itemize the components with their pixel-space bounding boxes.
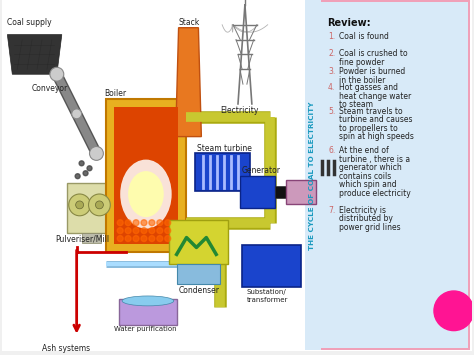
Circle shape bbox=[133, 220, 139, 226]
FancyBboxPatch shape bbox=[240, 176, 274, 208]
Circle shape bbox=[149, 228, 155, 234]
Text: spin at high speeds: spin at high speeds bbox=[339, 132, 414, 141]
FancyBboxPatch shape bbox=[305, 0, 470, 350]
Text: produce electricity: produce electricity bbox=[339, 189, 410, 198]
Ellipse shape bbox=[120, 160, 172, 229]
Circle shape bbox=[76, 201, 83, 209]
Circle shape bbox=[141, 220, 147, 226]
Text: Electricity: Electricity bbox=[220, 106, 258, 115]
Text: 1.: 1. bbox=[328, 32, 335, 41]
FancyBboxPatch shape bbox=[106, 99, 185, 252]
Circle shape bbox=[95, 201, 103, 209]
Text: which spin and: which spin and bbox=[339, 180, 397, 189]
Text: Electricity is: Electricity is bbox=[339, 206, 386, 215]
Text: fine powder: fine powder bbox=[339, 58, 384, 67]
Text: Boiler: Boiler bbox=[104, 89, 127, 98]
Text: Substation/
transformer: Substation/ transformer bbox=[247, 289, 288, 302]
Text: Coal is found: Coal is found bbox=[339, 32, 389, 41]
Circle shape bbox=[165, 228, 171, 234]
Circle shape bbox=[141, 228, 147, 234]
Text: Coal is crushed to: Coal is crushed to bbox=[339, 49, 408, 59]
FancyBboxPatch shape bbox=[242, 245, 301, 287]
Text: Review:: Review: bbox=[327, 18, 371, 28]
FancyBboxPatch shape bbox=[195, 153, 250, 191]
Text: turbine , there is a: turbine , there is a bbox=[339, 155, 410, 164]
Text: to propellers to: to propellers to bbox=[339, 124, 398, 133]
Text: 6.: 6. bbox=[328, 147, 335, 155]
Text: Water purification: Water purification bbox=[114, 326, 177, 332]
Circle shape bbox=[117, 220, 123, 226]
Text: Generator: Generator bbox=[242, 166, 281, 175]
Circle shape bbox=[133, 228, 139, 234]
Circle shape bbox=[149, 236, 155, 241]
Circle shape bbox=[89, 194, 110, 216]
Circle shape bbox=[125, 236, 131, 241]
Circle shape bbox=[149, 220, 155, 226]
Circle shape bbox=[117, 236, 123, 241]
Circle shape bbox=[165, 220, 171, 226]
Ellipse shape bbox=[128, 171, 164, 217]
Circle shape bbox=[90, 147, 103, 160]
Circle shape bbox=[125, 220, 131, 226]
Text: Steam turbine: Steam turbine bbox=[197, 143, 252, 153]
FancyBboxPatch shape bbox=[82, 233, 101, 242]
Circle shape bbox=[141, 236, 147, 241]
Text: generator which: generator which bbox=[339, 163, 401, 172]
Text: Steam travels to: Steam travels to bbox=[339, 107, 402, 116]
Text: 5.: 5. bbox=[328, 107, 335, 116]
Text: to steam: to steam bbox=[339, 100, 373, 109]
Text: heat change water: heat change water bbox=[339, 92, 411, 100]
Circle shape bbox=[157, 220, 163, 226]
Circle shape bbox=[434, 291, 474, 331]
Text: Condenser: Condenser bbox=[179, 286, 219, 295]
Circle shape bbox=[165, 236, 171, 241]
FancyBboxPatch shape bbox=[177, 264, 220, 284]
FancyBboxPatch shape bbox=[169, 220, 228, 264]
FancyBboxPatch shape bbox=[2, 0, 307, 351]
FancyBboxPatch shape bbox=[317, 2, 468, 348]
Circle shape bbox=[83, 171, 88, 176]
Circle shape bbox=[157, 236, 163, 241]
Text: 3.: 3. bbox=[328, 67, 335, 76]
Circle shape bbox=[87, 166, 92, 171]
Text: 7.: 7. bbox=[328, 206, 335, 215]
Circle shape bbox=[69, 194, 91, 216]
Text: in the boiler: in the boiler bbox=[339, 76, 385, 85]
Text: Conveyor: Conveyor bbox=[32, 84, 68, 93]
Text: power grid lines: power grid lines bbox=[339, 223, 401, 232]
Polygon shape bbox=[8, 35, 62, 74]
Circle shape bbox=[79, 161, 84, 166]
FancyBboxPatch shape bbox=[114, 107, 178, 245]
Circle shape bbox=[50, 67, 64, 81]
Polygon shape bbox=[176, 28, 201, 137]
Text: Stack: Stack bbox=[179, 18, 200, 27]
Text: THE CYCLE OF COAL TO ELECTRICITY: THE CYCLE OF COAL TO ELECTRICITY bbox=[309, 102, 315, 250]
Text: 2.: 2. bbox=[328, 49, 335, 59]
Circle shape bbox=[117, 228, 123, 234]
Circle shape bbox=[72, 109, 82, 119]
Text: contains coils: contains coils bbox=[339, 172, 391, 181]
FancyBboxPatch shape bbox=[119, 299, 177, 325]
Ellipse shape bbox=[122, 296, 174, 306]
Text: Pulveriser/Mill: Pulveriser/Mill bbox=[55, 235, 109, 244]
Text: At the end of: At the end of bbox=[339, 147, 389, 155]
FancyBboxPatch shape bbox=[305, 0, 321, 350]
Text: Coal supply: Coal supply bbox=[8, 18, 52, 27]
Circle shape bbox=[125, 228, 131, 234]
Text: distributed by: distributed by bbox=[339, 214, 393, 223]
FancyBboxPatch shape bbox=[286, 180, 316, 204]
FancyBboxPatch shape bbox=[274, 186, 286, 198]
Circle shape bbox=[75, 174, 80, 179]
Text: Hot gasses and: Hot gasses and bbox=[339, 83, 398, 92]
Text: Ash systems: Ash systems bbox=[42, 344, 90, 354]
Text: 4.: 4. bbox=[328, 83, 335, 92]
Circle shape bbox=[157, 228, 163, 234]
Text: Powder is burned: Powder is burned bbox=[339, 67, 405, 76]
FancyBboxPatch shape bbox=[67, 183, 116, 233]
Text: turbine and causes: turbine and causes bbox=[339, 115, 412, 124]
Circle shape bbox=[133, 236, 139, 241]
